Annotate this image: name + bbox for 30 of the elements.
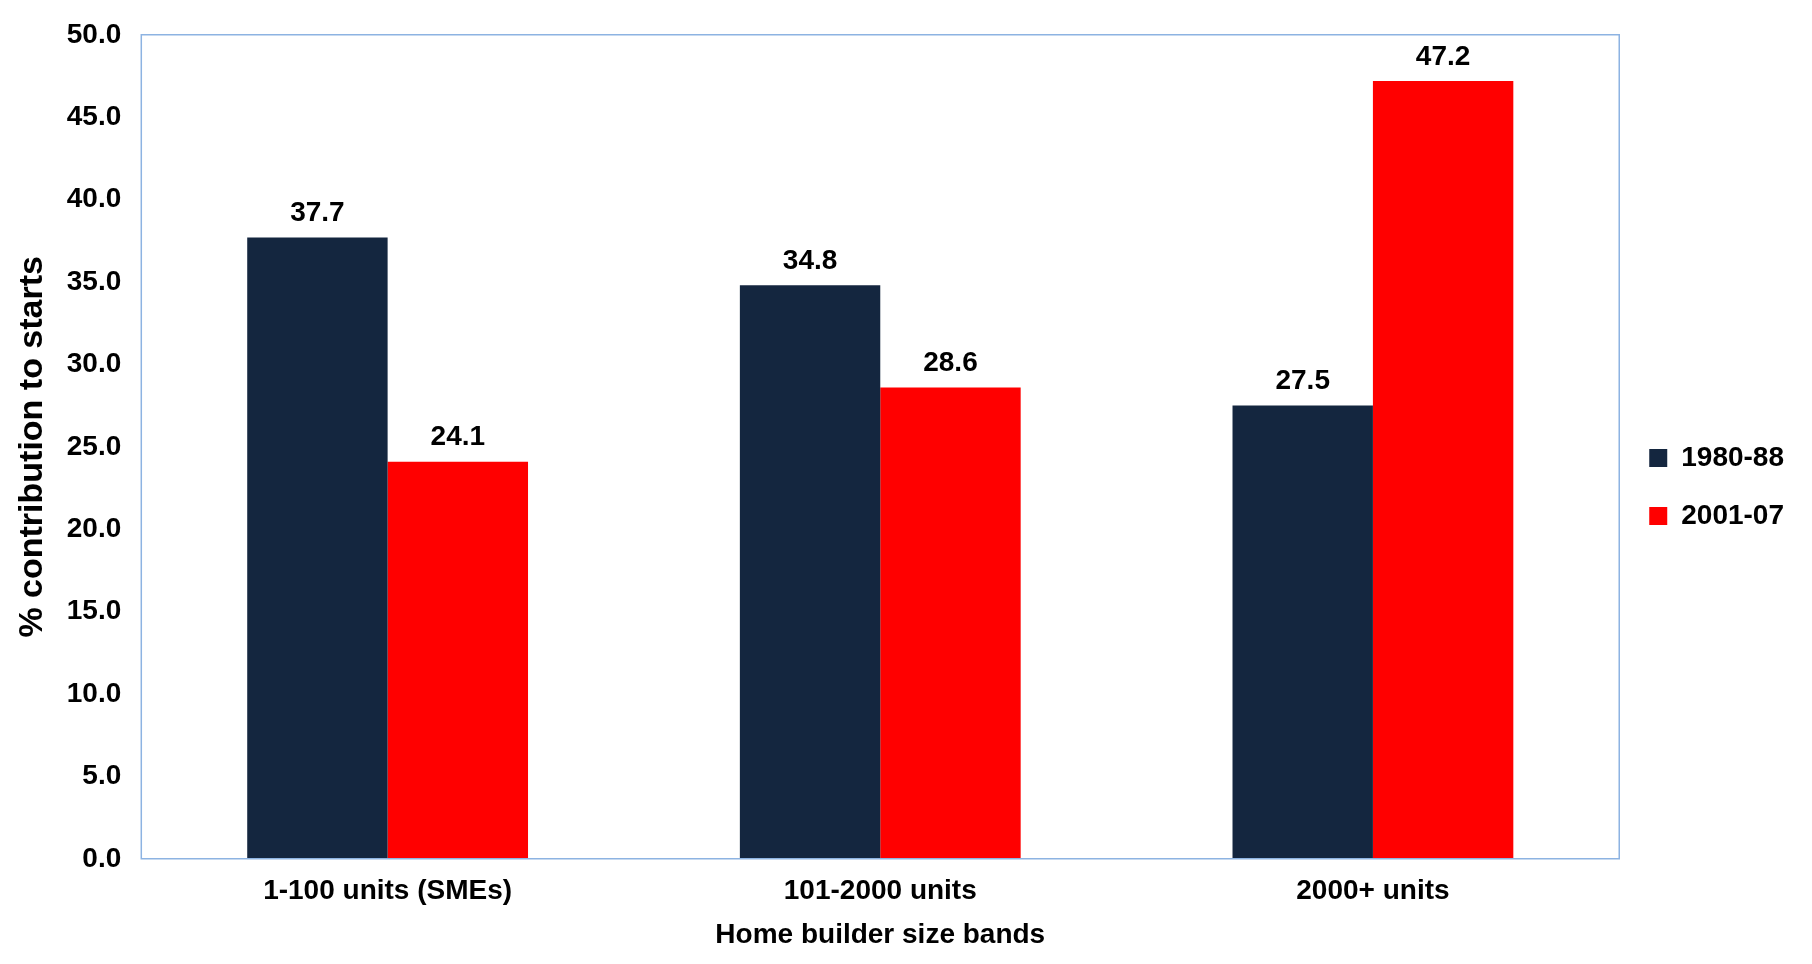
data-label: 28.6	[923, 346, 978, 378]
y-tick-label: 40.0	[66, 182, 122, 214]
x-tick-label: 1-100 units (SMEs)	[263, 874, 513, 906]
data-label: 27.5	[1275, 364, 1330, 396]
y-tick-label: 45.0	[66, 99, 122, 131]
legend-label: 2001-07	[1681, 498, 1785, 530]
y-tick-label: 25.0	[66, 429, 122, 461]
bar	[247, 237, 388, 859]
y-axis-title: % contribution to starts	[10, 256, 49, 638]
x-tick-label: 2000+ units	[1296, 874, 1450, 906]
bar	[1372, 80, 1514, 859]
y-tick-label: 0.0	[82, 841, 122, 873]
bar	[739, 285, 881, 859]
y-tick-label: 15.0	[66, 594, 122, 626]
x-axis-title: Home builder size bands	[715, 917, 1046, 949]
legend-label: 1980-88	[1681, 440, 1785, 472]
data-label: 24.1	[430, 420, 486, 452]
bar	[880, 387, 1021, 859]
data-label: 37.7	[290, 196, 345, 228]
bar	[1232, 405, 1373, 859]
y-tick-label: 10.0	[66, 676, 122, 708]
y-tick-label: 35.0	[66, 264, 122, 296]
y-tick-label: 50.0	[66, 17, 122, 49]
data-label: 47.2	[1415, 39, 1471, 71]
data-label: 34.8	[782, 244, 838, 276]
y-tick-label: 20.0	[66, 511, 122, 543]
y-tick-label: 5.0	[82, 759, 122, 791]
x-tick-label: 101-2000 units	[783, 874, 977, 906]
y-tick-label: 30.0	[66, 347, 122, 379]
bar	[387, 461, 529, 859]
